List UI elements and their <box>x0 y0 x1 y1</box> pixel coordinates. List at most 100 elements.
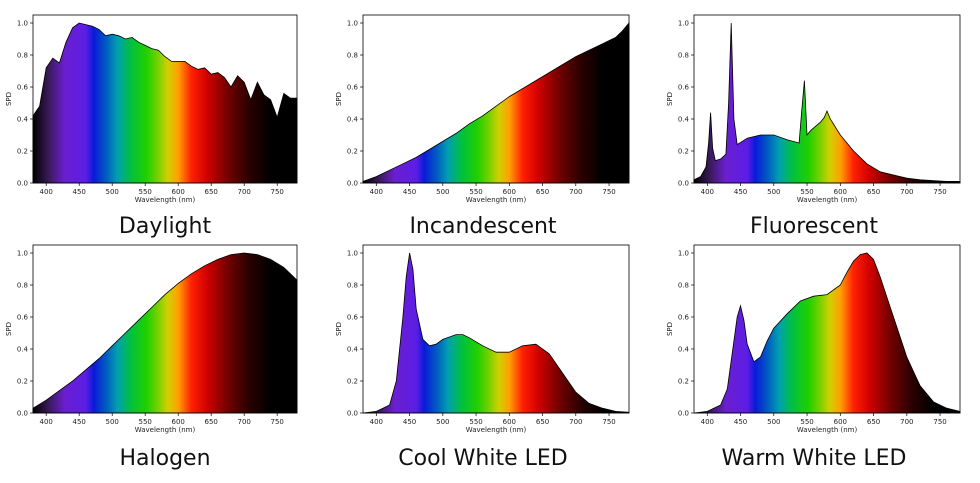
y-tick-label: 0.8 <box>347 52 358 60</box>
spd-area <box>362 21 630 184</box>
y-tick-label: 1.0 <box>678 20 689 28</box>
y-tick-label: 1.0 <box>17 250 28 258</box>
panel-title: Warm White LED <box>722 446 907 471</box>
x-tick-label: 600 <box>172 418 185 426</box>
x-tick-label: 750 <box>271 418 284 426</box>
y-tick-label: 0.4 <box>347 116 359 124</box>
y-tick-label: 1.0 <box>17 20 28 28</box>
x-axis-label: Wavelength (nm) <box>135 196 196 204</box>
x-tick-label: 550 <box>469 188 482 196</box>
axes-frame <box>32 244 298 414</box>
y-tick-label: 0.4 <box>678 116 690 124</box>
spd-area <box>32 252 298 414</box>
x-tick-label: 700 <box>900 418 913 426</box>
y-tick-label: 0.8 <box>17 282 28 290</box>
x-tick-label: 650 <box>867 188 880 196</box>
spd-panel: 400 450 500 550 600 650 700 750 0.0 0.2 0.4 0.6 0.8 1… <box>666 244 961 471</box>
y-tick-label: 0.0 <box>17 410 28 418</box>
x-tick-label: 700 <box>900 188 913 196</box>
axes-frame <box>362 244 630 414</box>
spd-area <box>32 22 298 184</box>
x-tick-label: 550 <box>469 418 482 426</box>
x-tick-label: 500 <box>436 418 449 426</box>
x-tick-label: 600 <box>503 188 516 196</box>
x-tick-label: 450 <box>403 418 416 426</box>
y-tick-label: 0.0 <box>347 410 358 418</box>
y-tick-label: 0.2 <box>347 148 358 156</box>
x-tick-label: 500 <box>436 188 449 196</box>
y-tick-label: 0.6 <box>17 84 29 92</box>
y-tick-label: 1.0 <box>678 250 689 258</box>
y-tick-label: 0.2 <box>17 378 28 386</box>
y-axis-label: SPD <box>5 322 13 336</box>
spd-panel: 400 450 500 550 600 650 700 750 0.0 0.2 0.4 0.6 0.8 1… <box>335 244 630 471</box>
x-tick-label: 400 <box>40 188 53 196</box>
axes-frame <box>693 14 961 184</box>
y-axis-label: SPD <box>335 92 343 106</box>
spd-area <box>693 252 961 414</box>
x-tick-label: 650 <box>536 418 549 426</box>
y-tick-label: 0.8 <box>678 52 689 60</box>
x-tick-label: 400 <box>370 188 383 196</box>
x-tick-label: 550 <box>139 418 152 426</box>
spd-panel: 400 450 500 550 600 650 700 750 0.0 0.2 0.4 0.6 0.8 1… <box>5 244 298 471</box>
x-tick-label: 600 <box>834 418 847 426</box>
x-tick-label: 450 <box>403 188 416 196</box>
panel-title: Incandescent <box>409 214 556 239</box>
x-axis-label: Wavelength (nm) <box>466 196 527 204</box>
x-tick-label: 650 <box>536 188 549 196</box>
x-axis-label: Wavelength (nm) <box>466 426 527 434</box>
x-axis-label: Wavelength (nm) <box>135 426 196 434</box>
x-tick-label: 700 <box>569 188 582 196</box>
x-tick-label: 400 <box>701 418 714 426</box>
spd-panel: 400 450 500 550 600 650 700 750 0.0 0.2 0.4 0.6 0.8 1… <box>5 14 298 239</box>
y-tick-label: 0.4 <box>347 346 359 354</box>
x-tick-label: 750 <box>933 188 946 196</box>
y-tick-label: 0.0 <box>678 180 689 188</box>
x-tick-label: 750 <box>933 418 946 426</box>
x-tick-label: 700 <box>238 418 251 426</box>
axes-frame <box>32 14 298 184</box>
y-tick-label: 0.2 <box>678 148 689 156</box>
x-tick-label: 500 <box>767 418 780 426</box>
x-tick-label: 500 <box>767 188 780 196</box>
x-tick-label: 450 <box>734 418 747 426</box>
y-tick-label: 0.8 <box>347 282 358 290</box>
x-tick-label: 650 <box>205 418 218 426</box>
x-tick-label: 600 <box>503 418 516 426</box>
y-tick-label: 0.2 <box>347 378 358 386</box>
y-tick-label: 0.8 <box>17 52 28 60</box>
axes-frame <box>693 244 961 414</box>
x-tick-label: 400 <box>370 418 383 426</box>
y-tick-label: 0.4 <box>17 116 29 124</box>
y-tick-label: 0.6 <box>17 314 29 322</box>
y-tick-label: 1.0 <box>347 20 358 28</box>
y-axis-label: SPD <box>5 92 13 106</box>
x-axis-label: Wavelength (nm) <box>797 196 858 204</box>
spd-panel: 400 450 500 550 600 650 700 750 0.0 0.2 0.4 0.6 0.8 1… <box>335 14 630 239</box>
x-tick-label: 450 <box>73 418 86 426</box>
x-tick-label: 600 <box>172 188 185 196</box>
y-tick-label: 0.0 <box>678 410 689 418</box>
x-tick-label: 450 <box>734 188 747 196</box>
x-tick-label: 400 <box>701 188 714 196</box>
panel-title: Fluorescent <box>750 214 878 239</box>
panel-title: Cool White LED <box>398 446 567 471</box>
x-tick-label: 750 <box>271 188 284 196</box>
x-tick-label: 750 <box>602 418 615 426</box>
x-tick-label: 550 <box>139 188 152 196</box>
y-axis-label: SPD <box>666 322 674 336</box>
y-tick-label: 0.0 <box>347 180 358 188</box>
y-tick-label: 0.4 <box>678 346 690 354</box>
y-tick-label: 0.6 <box>347 84 359 92</box>
spd-area <box>693 22 961 184</box>
x-tick-label: 500 <box>106 418 119 426</box>
x-tick-label: 650 <box>867 418 880 426</box>
y-axis-label: SPD <box>666 92 674 106</box>
panel-title: Daylight <box>119 214 212 239</box>
spd-area <box>362 252 630 414</box>
axes-frame <box>362 14 630 184</box>
x-tick-label: 700 <box>569 418 582 426</box>
y-tick-label: 0.6 <box>678 84 690 92</box>
panel-title: Halogen <box>119 446 210 471</box>
